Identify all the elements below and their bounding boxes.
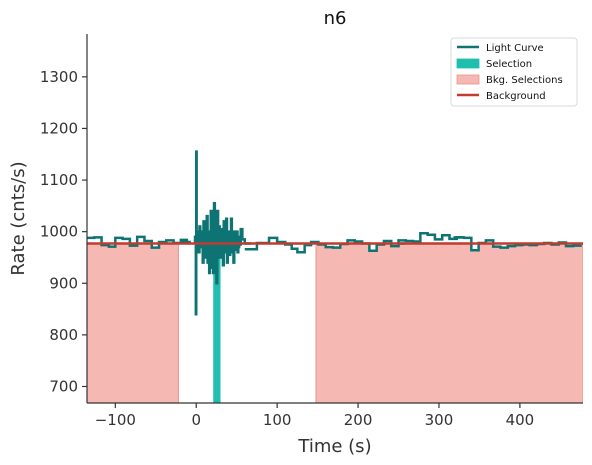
legend-frame [450, 37, 578, 107]
y-tick-label: 700 [49, 377, 78, 395]
y-tick-label: 900 [49, 274, 78, 292]
y-tick-label: 800 [49, 326, 78, 344]
legend-label: Light Curve [486, 43, 544, 54]
legend-label: Background [486, 91, 546, 102]
legend: Light Curve Selection Bkg. Selections Backg… [450, 37, 578, 107]
selection-region [213, 247, 221, 403]
x-tick-label: −100 [95, 411, 136, 429]
bkg-selection-region-1 [87, 243, 179, 403]
legend-swatch [456, 58, 480, 69]
x-tick-label: 0 [191, 411, 201, 429]
chart-title: n6 [324, 8, 347, 29]
legend-label: Selection [486, 59, 532, 70]
legend-swatch [456, 74, 480, 85]
x-tick-label: 400 [506, 411, 535, 429]
x-axis-ticks: −100 0 100 200 300 400 [95, 403, 534, 429]
light-curve-segment-1 [87, 235, 189, 249]
bkg-selection-region-2 [315, 243, 583, 403]
bkg-selections [87, 243, 583, 403]
y-tick-label: 1200 [40, 119, 78, 137]
x-axis-label: Time (s) [297, 436, 371, 457]
legend-label: Bkg. Selections [486, 75, 563, 86]
y-axis-ticks: 700 800 900 1000 1100 1200 1300 [40, 68, 87, 395]
y-tick-label: 1300 [40, 68, 78, 86]
x-tick-label: 100 [263, 411, 292, 429]
y-axis-label: Rate (cnts/s) [8, 161, 29, 275]
y-tick-label: 1000 [40, 223, 78, 241]
y-tick-label: 1100 [40, 171, 78, 189]
selection-bar [213, 247, 221, 403]
x-tick-label: 200 [344, 411, 373, 429]
axes [86, 34, 583, 404]
light-curve-segment-2 [193, 150, 247, 316]
x-tick-label: 300 [425, 411, 454, 429]
